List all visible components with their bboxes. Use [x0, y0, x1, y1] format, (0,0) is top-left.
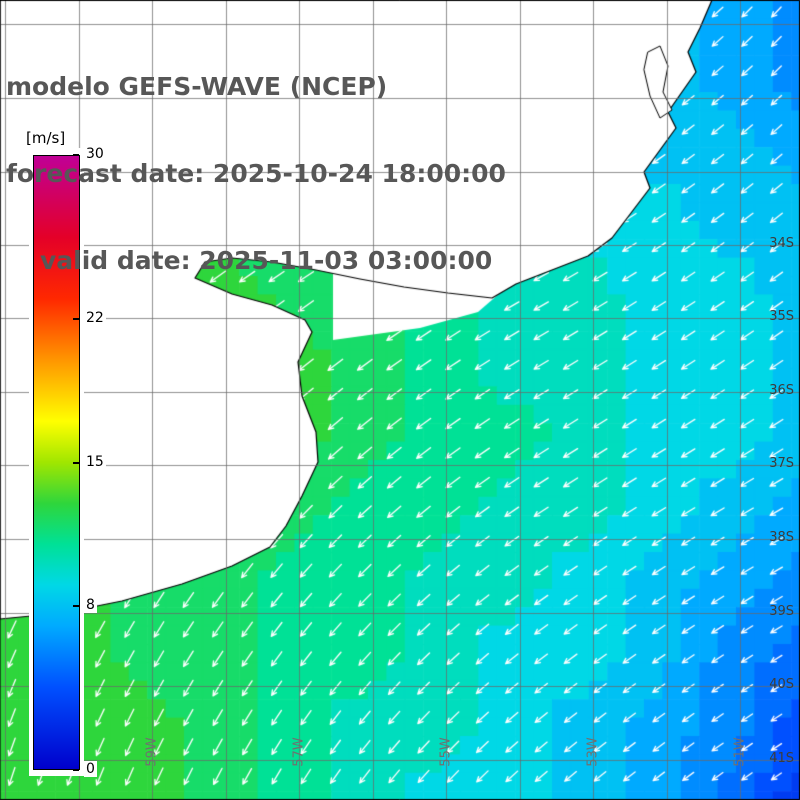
lon-label: 53W — [585, 737, 601, 767]
model-title: modelo GEFS-WAVE (NCEP) — [6, 72, 388, 101]
lat-label: 40S — [769, 677, 794, 692]
header: modelo GEFS-WAVE (NCEP) forecast date: 2… — [6, 14, 506, 333]
colorbar-tick-mark — [73, 154, 79, 156]
valid-date-line: valid date: 2025-11-03 03:00:00 — [40, 246, 493, 275]
colorbar-tick-mark — [73, 605, 79, 607]
lat-label: 41S — [769, 751, 794, 766]
colorbar-tick-label: 8 — [84, 597, 97, 613]
colorbar-tick-mark — [73, 318, 79, 320]
lon-label: 55W — [438, 737, 454, 767]
lon-label: 59W — [144, 737, 160, 767]
lat-label: 39S — [769, 604, 794, 619]
colorbar-tick-label: 15 — [84, 453, 106, 470]
colorbar-gradient — [33, 155, 80, 770]
lat-label: 37S — [769, 456, 794, 471]
colorbar-unit-label: [m/s] — [24, 129, 68, 147]
colorbar-tick-label: 0 — [84, 761, 97, 777]
colorbar-tick-label: 22 — [84, 310, 106, 326]
lat-label: 35S — [769, 309, 794, 324]
colorbar-tick-mark — [73, 769, 79, 771]
lon-label: 51W — [732, 737, 748, 767]
lat-label: 34S — [769, 236, 794, 251]
lat-label: 38S — [769, 530, 794, 545]
lon-label: 57W — [291, 737, 307, 767]
colorbar-tick-mark — [73, 461, 79, 464]
lat-label: 36S — [769, 383, 794, 398]
colorbar-tick-label: 30 — [84, 146, 106, 162]
forecast-date-line: forecast date: 2025-10-24 18:00:00 — [6, 159, 506, 188]
